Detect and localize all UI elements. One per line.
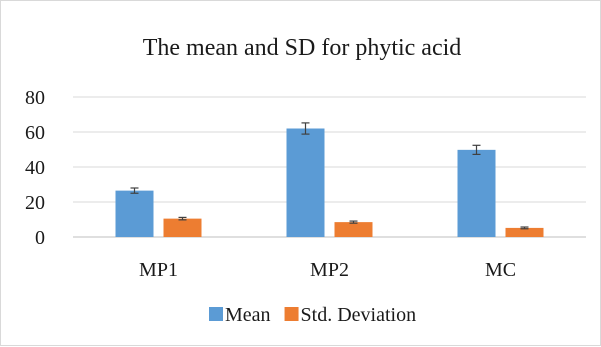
bar-std-deviation-mp1 xyxy=(163,218,202,237)
x-tick-label: MP1 xyxy=(139,259,178,281)
bar-mean-mp1 xyxy=(115,190,154,237)
y-axis-tick-labels: 0 20 40 60 80 xyxy=(25,87,45,249)
y-tick-label: 60 xyxy=(25,122,45,144)
error-bar xyxy=(520,226,529,230)
error-bars xyxy=(130,122,529,230)
x-tick-label: MC xyxy=(485,259,516,281)
legend-label: Mean xyxy=(225,304,271,326)
error-bar xyxy=(178,216,187,221)
grid-lines xyxy=(73,96,586,238)
error-bar xyxy=(472,144,481,155)
y-tick-label: 20 xyxy=(25,192,45,214)
bars xyxy=(115,128,544,237)
legend-swatch xyxy=(284,307,299,321)
bar-mean-mp2 xyxy=(286,128,325,237)
legend-label: Std. Deviation xyxy=(301,304,417,326)
chart-title: The mean and SD for phytic acid xyxy=(143,35,462,61)
x-axis-tick-labels: MP1 MP2 MC xyxy=(139,259,516,281)
bar-std-deviation-mp2 xyxy=(334,222,373,237)
x-tick-label: MP2 xyxy=(310,259,349,281)
error-bar xyxy=(130,187,139,194)
legend-swatch xyxy=(209,307,223,321)
error-bar xyxy=(349,220,358,224)
bar-std-deviation-mc xyxy=(505,227,544,237)
error-bar xyxy=(301,122,310,135)
y-tick-label: 0 xyxy=(35,227,45,249)
y-tick-label: 40 xyxy=(25,157,45,179)
bar-mean-mc xyxy=(457,149,496,237)
y-tick-label: 80 xyxy=(25,87,45,109)
legend: Mean Std. Deviation xyxy=(209,304,416,326)
